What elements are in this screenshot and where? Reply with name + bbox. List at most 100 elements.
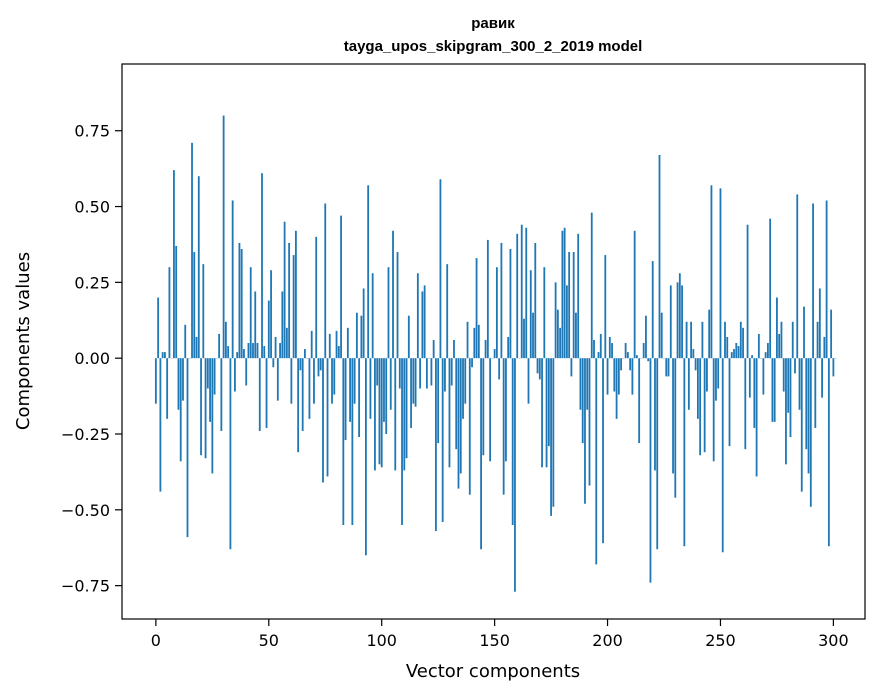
bar-59 xyxy=(288,242,291,359)
bar-101 xyxy=(383,358,385,422)
bar-32 xyxy=(227,346,230,359)
bar-275 xyxy=(776,297,778,359)
bar-68 xyxy=(308,358,311,419)
bar-107 xyxy=(396,252,399,359)
bar-41 xyxy=(247,343,250,359)
y-tick-label: 0.25 xyxy=(74,273,110,292)
bar-147 xyxy=(486,239,489,359)
bar-221 xyxy=(654,358,656,471)
bar-111 xyxy=(405,358,408,459)
bar-108 xyxy=(398,358,401,389)
bar-165 xyxy=(527,358,530,404)
bar-222 xyxy=(656,358,659,550)
bar-292 xyxy=(814,358,817,428)
bar-30 xyxy=(222,115,225,359)
bar-152 xyxy=(498,358,501,380)
bar-12 xyxy=(182,358,184,401)
bar-154 xyxy=(502,358,505,495)
bar-274 xyxy=(773,358,776,422)
bar-89 xyxy=(355,312,358,359)
bar-296 xyxy=(823,336,826,359)
bar-283 xyxy=(794,358,796,374)
bar-290 xyxy=(809,358,812,507)
bar-172 xyxy=(543,267,546,359)
bar-77 xyxy=(328,333,331,359)
bar-10 xyxy=(177,358,180,410)
bar-239 xyxy=(694,358,697,371)
bar-65 xyxy=(301,358,304,431)
bar-58 xyxy=(285,327,288,359)
bar-295 xyxy=(821,358,823,398)
bar-289 xyxy=(807,358,810,474)
bar-193 xyxy=(590,212,593,359)
bar-174 xyxy=(547,358,550,447)
bar-248 xyxy=(715,358,717,401)
bar-95 xyxy=(369,358,372,419)
bar-143 xyxy=(477,324,480,359)
bar-26 xyxy=(213,358,216,395)
bar-271 xyxy=(766,343,769,359)
bar-218 xyxy=(647,358,650,362)
bar-54 xyxy=(276,358,279,401)
bar-134 xyxy=(457,358,460,489)
bar-74 xyxy=(322,358,324,483)
bar-170 xyxy=(538,358,541,380)
bar-264 xyxy=(751,355,753,359)
plot-frame xyxy=(121,63,866,620)
bar-106 xyxy=(394,358,397,471)
bar-256 xyxy=(733,349,735,359)
bar-166 xyxy=(529,270,532,359)
bar-244 xyxy=(706,358,708,392)
bar-204 xyxy=(615,358,618,419)
bar-287 xyxy=(803,306,805,359)
bar-259 xyxy=(739,321,742,359)
bar-119 xyxy=(423,285,426,359)
bar-123 xyxy=(432,339,435,359)
bar-2 xyxy=(159,358,162,492)
bar-75 xyxy=(324,203,327,359)
bar-39 xyxy=(243,349,245,359)
bar-53 xyxy=(274,336,277,359)
bar-213 xyxy=(636,355,638,359)
bar-230 xyxy=(674,358,677,498)
bar-117 xyxy=(419,358,422,389)
bar-24 xyxy=(209,358,211,422)
bar-142 xyxy=(475,258,478,359)
bar-31 xyxy=(224,321,227,359)
bar-209 xyxy=(626,352,629,359)
bar-186 xyxy=(575,312,577,359)
bar-115 xyxy=(414,358,417,407)
bar-294 xyxy=(818,288,821,359)
bar-66 xyxy=(304,349,306,359)
bar-80 xyxy=(335,330,338,359)
bar-21 xyxy=(202,264,205,359)
bar-177 xyxy=(554,282,557,359)
bar-242 xyxy=(701,321,704,359)
bar-60 xyxy=(290,358,293,404)
bar-254 xyxy=(728,358,731,447)
bar-173 xyxy=(545,358,548,468)
bar-132 xyxy=(453,339,455,359)
bar-104 xyxy=(389,358,392,410)
bar-298 xyxy=(827,358,830,547)
bar-133 xyxy=(455,358,458,450)
bar-265 xyxy=(753,358,756,428)
bar-45 xyxy=(256,343,259,359)
bar-135 xyxy=(459,358,462,474)
bar-73 xyxy=(319,358,322,371)
bar-114 xyxy=(412,358,415,404)
bar-160 xyxy=(516,233,519,359)
bar-29 xyxy=(220,358,223,431)
bar-17 xyxy=(193,252,196,359)
bar-216 xyxy=(642,343,645,359)
bar-98 xyxy=(376,358,379,386)
bar-291 xyxy=(812,203,814,359)
bar-247 xyxy=(712,358,715,462)
bar-266 xyxy=(755,358,758,477)
bar-235 xyxy=(685,321,688,359)
bar-116 xyxy=(416,273,419,359)
bar-190 xyxy=(584,358,586,504)
y-tick-label: −0.25 xyxy=(61,425,110,444)
bar-105 xyxy=(392,230,394,359)
y-axis-ticks: −0.75 −0.50 −0.25 0.00 0.25 0.50 0.75 xyxy=(61,122,122,596)
